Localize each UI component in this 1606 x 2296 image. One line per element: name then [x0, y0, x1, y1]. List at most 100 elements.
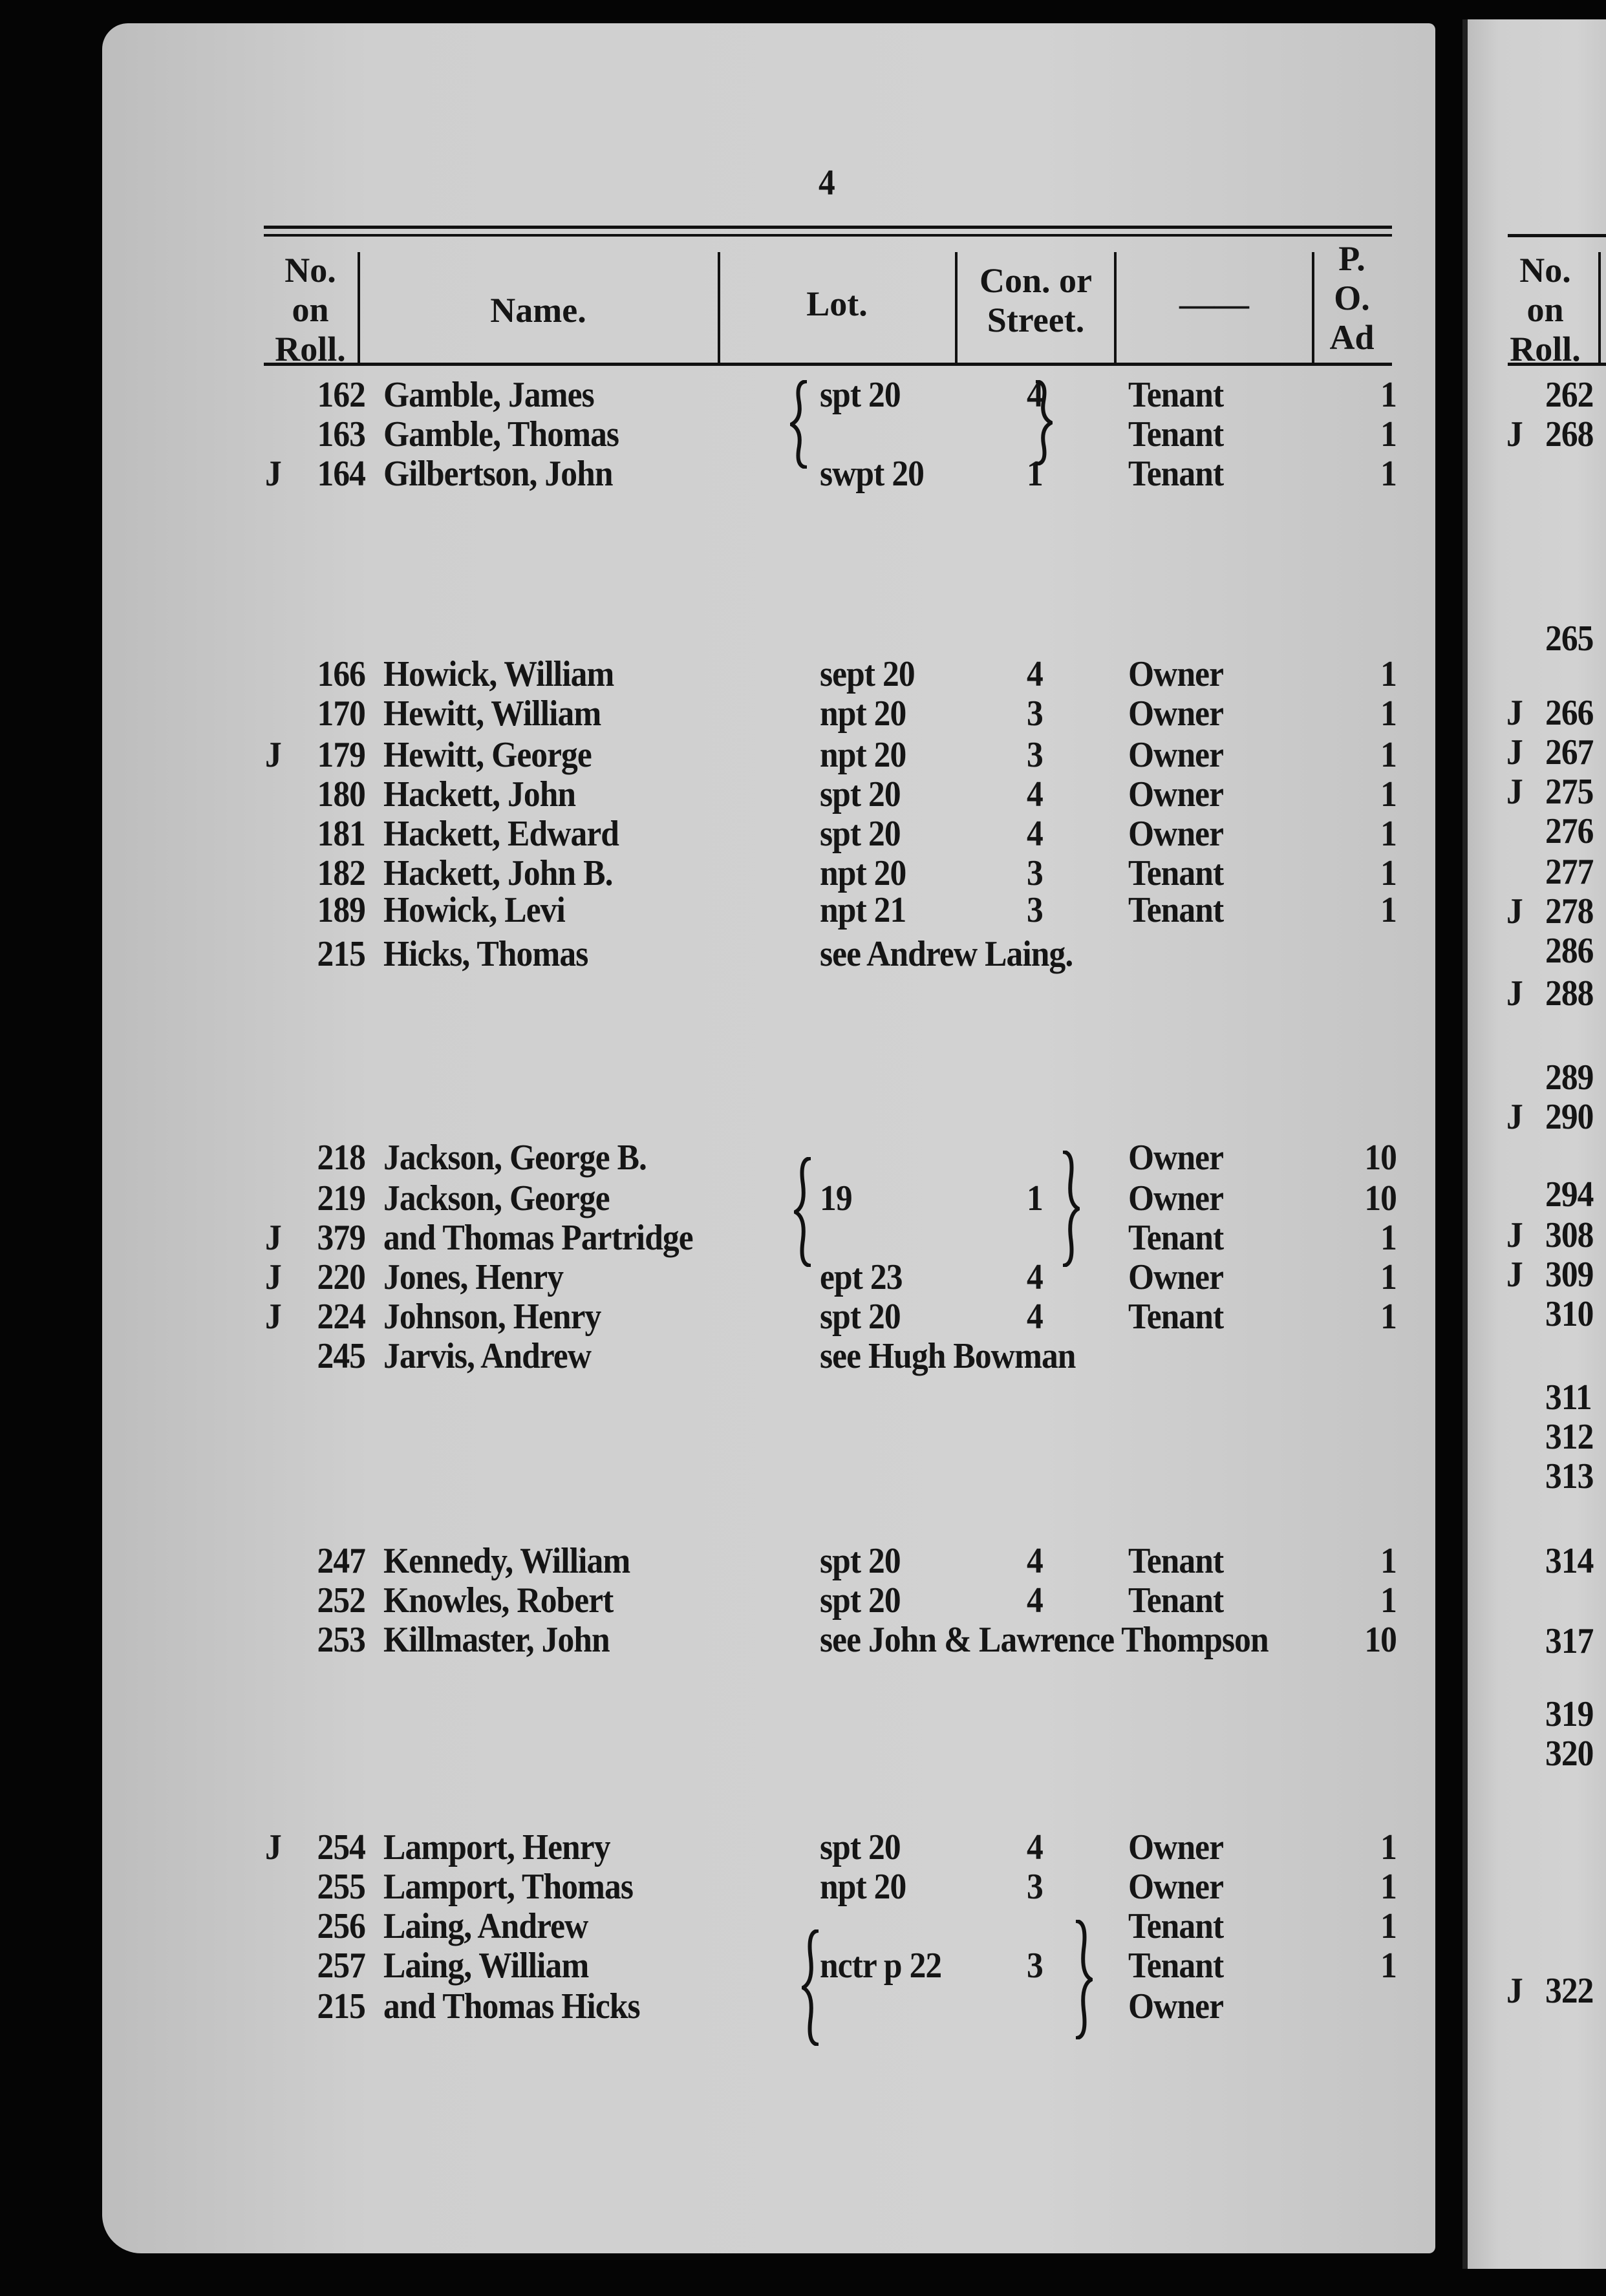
po-address: 1: [1380, 1257, 1397, 1297]
roll-number: 275: [1545, 772, 1594, 812]
lot: swpt 20: [820, 454, 925, 494]
name: Hicks, Thomas: [383, 934, 588, 974]
roll-number: 288: [1545, 973, 1594, 1014]
roll-number: 317: [1545, 1621, 1594, 1661]
juror-mark: J: [1506, 693, 1523, 733]
roll-number: 254: [317, 1827, 365, 1867]
status: Owner: [1128, 735, 1224, 775]
roll-number: 286: [1545, 931, 1594, 971]
roll-number: 253: [317, 1620, 365, 1660]
roll-number: 170: [317, 694, 365, 734]
roll-number: 262: [1545, 375, 1594, 415]
po-address: 1: [1380, 375, 1397, 415]
name: Howick, William: [383, 654, 614, 694]
roll-number: 256: [317, 1906, 365, 1946]
po-address: 1: [1380, 1580, 1397, 1621]
page-number: 4: [819, 163, 835, 203]
roll-number: 255: [317, 1867, 365, 1907]
name: and Thomas Hicks: [383, 1986, 641, 2026]
header-lot: Lot.: [806, 284, 868, 323]
roll-number: 181: [317, 814, 365, 854]
roll-number: 266: [1545, 693, 1594, 733]
po-address: 1: [1380, 1906, 1397, 1946]
status: Tenant: [1128, 454, 1224, 494]
status: Owner: [1128, 1827, 1224, 1867]
left-page: [102, 23, 1435, 2253]
status: Tenant: [1128, 1541, 1224, 1581]
concession: 4: [1027, 1580, 1044, 1621]
name: Laing, William: [383, 1946, 589, 1986]
roll-number: 180: [317, 774, 365, 814]
lot: sept 20: [820, 654, 915, 694]
right-page: [1462, 19, 1606, 2269]
roll-number: 322: [1545, 1971, 1594, 2011]
juror-mark: J: [265, 1297, 282, 1337]
name: Jackson, George: [383, 1178, 610, 1218]
name: Gamble, James: [383, 375, 595, 415]
roll-number: 179: [317, 735, 365, 775]
roll-number: 308: [1545, 1215, 1594, 1255]
status: Tenant: [1128, 414, 1224, 454]
column-divider: [358, 252, 360, 363]
status: Tenant: [1128, 1580, 1224, 1621]
roll-number: 182: [317, 853, 365, 893]
juror-mark: J: [1506, 1215, 1523, 1255]
name: Knowles, Robert: [383, 1580, 614, 1621]
juror-mark: J: [265, 735, 282, 775]
juror-mark: J: [265, 1257, 282, 1297]
juror-mark: J: [1506, 891, 1523, 931]
po-address: 1: [1380, 1541, 1397, 1581]
roll-number: 224: [317, 1297, 365, 1337]
po-address: 1: [1380, 814, 1397, 854]
roll-number: 278: [1545, 891, 1594, 931]
right-header-rule: [1508, 363, 1606, 366]
roll-number: 164: [317, 454, 365, 494]
po-address: 1: [1380, 735, 1397, 775]
roll-number: 268: [1545, 414, 1594, 454]
status: Owner: [1128, 1867, 1224, 1907]
po-address: 10: [1364, 1620, 1397, 1660]
roll-number: 220: [317, 1257, 365, 1297]
po-address: 1: [1380, 853, 1397, 893]
name: Hewitt, William: [383, 694, 601, 734]
roll-number: 265: [1545, 619, 1594, 659]
juror-mark: J: [1506, 772, 1523, 812]
roll-number: 289: [1545, 1058, 1594, 1098]
right-brace: [1075, 1920, 1093, 2039]
po-address: 1: [1380, 654, 1397, 694]
roll-number: 189: [317, 890, 365, 930]
status: Tenant: [1128, 1906, 1224, 1946]
lot: spt 20: [820, 1541, 901, 1581]
roll-number: 379: [317, 1218, 365, 1258]
po-address: 1: [1380, 454, 1397, 494]
top-rule-2: [264, 234, 1392, 237]
concession: 3: [1027, 735, 1044, 775]
lot: 19: [820, 1178, 853, 1218]
header-bottom-rule: [264, 363, 1392, 366]
po-address: 1: [1380, 1867, 1397, 1907]
roll-number: 163: [317, 414, 365, 454]
name: Jackson, George B.: [383, 1138, 647, 1178]
status: Tenant: [1128, 1297, 1224, 1337]
roll-number: 218: [317, 1138, 365, 1178]
column-divider: [955, 252, 958, 363]
lot: npt 20: [820, 853, 906, 893]
juror-mark: J: [265, 1218, 282, 1258]
lot: spt 20: [820, 1297, 901, 1337]
roll-number: 162: [317, 375, 365, 415]
concession: 4: [1027, 1541, 1044, 1581]
top-rule: [264, 226, 1392, 229]
concession: 3: [1027, 853, 1044, 893]
status: Owner: [1128, 814, 1224, 854]
roll-number: 314: [1545, 1541, 1594, 1581]
lot: npt 20: [820, 1867, 906, 1907]
roll-number: 294: [1545, 1175, 1594, 1215]
roll-number: 313: [1545, 1456, 1594, 1496]
right-brace: [1035, 380, 1053, 465]
header-po-address: P. O. Ad: [1329, 239, 1375, 357]
name: Hewitt, George: [383, 735, 592, 775]
juror-mark: J: [265, 1827, 282, 1867]
name: Kennedy, William: [383, 1541, 630, 1581]
juror-mark: J: [265, 454, 282, 494]
lot: npt 21: [820, 890, 906, 930]
